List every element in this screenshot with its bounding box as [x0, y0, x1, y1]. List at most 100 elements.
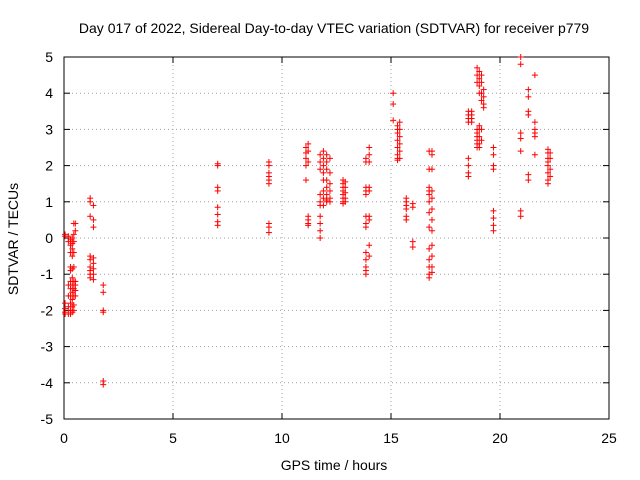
x-tick-label: 15 — [383, 430, 399, 446]
data-point — [544, 162, 551, 169]
data-point — [326, 155, 333, 162]
data-point — [476, 75, 483, 82]
data-point — [305, 140, 312, 147]
data-point — [100, 282, 107, 289]
data-point — [342, 178, 349, 185]
data-point — [517, 135, 524, 142]
data-point — [490, 151, 497, 158]
data-point — [362, 224, 369, 231]
data-point — [70, 238, 77, 245]
data-point — [323, 166, 330, 173]
data-point — [90, 224, 97, 231]
data-point — [428, 216, 435, 223]
data-point — [320, 169, 327, 176]
data-point — [544, 180, 551, 187]
data-point — [480, 104, 487, 111]
data-point — [317, 227, 324, 234]
data-point — [366, 187, 373, 194]
data-point — [490, 215, 497, 222]
data-point — [428, 253, 435, 260]
data-point — [394, 137, 401, 144]
data-point — [480, 93, 487, 100]
data-point — [517, 207, 524, 214]
data-point — [90, 260, 97, 267]
y-tick-label: -3 — [41, 339, 54, 355]
data-point — [323, 184, 330, 191]
data-point — [214, 162, 221, 169]
data-point — [320, 195, 327, 202]
data-point — [70, 249, 77, 256]
data-point — [426, 198, 433, 205]
data-point — [302, 144, 309, 151]
data-point — [468, 119, 475, 126]
gridlines — [64, 57, 609, 419]
data-point — [302, 177, 309, 184]
data-point — [394, 130, 401, 137]
data-point — [72, 220, 79, 227]
data-point — [214, 211, 221, 218]
y-tick-label: 1 — [45, 194, 53, 210]
data-point — [302, 155, 309, 162]
data-point — [265, 229, 272, 236]
data-point — [320, 148, 327, 155]
data-point — [320, 202, 327, 209]
data-point — [390, 101, 397, 108]
data-point — [87, 198, 94, 205]
data-point — [323, 177, 330, 184]
data-point — [525, 93, 532, 100]
data-point — [305, 148, 312, 155]
data-point — [366, 144, 373, 151]
x-tick-label: 0 — [60, 430, 68, 446]
data-point — [317, 158, 324, 165]
data-point — [320, 162, 327, 169]
data-point — [323, 151, 330, 158]
data-point — [490, 144, 497, 151]
x-tick-label: 5 — [169, 430, 177, 446]
data-point — [87, 213, 94, 220]
data-point — [465, 155, 472, 162]
data-point — [428, 166, 435, 173]
data-point — [426, 245, 433, 252]
data-point — [90, 276, 97, 283]
data-point — [547, 149, 554, 156]
data-point — [70, 301, 77, 308]
data-point — [478, 97, 485, 104]
y-tick-label: 3 — [45, 121, 53, 137]
data-point — [366, 216, 373, 223]
data-point — [214, 204, 221, 211]
data-point — [326, 187, 333, 194]
data-point — [396, 140, 403, 147]
data-point — [69, 289, 76, 296]
data-point — [100, 309, 107, 316]
data-point — [366, 253, 373, 260]
data-point — [426, 274, 433, 281]
data-point — [517, 213, 524, 220]
data-point — [465, 173, 472, 180]
data-point — [490, 227, 497, 234]
data-point — [390, 117, 397, 124]
data-point — [317, 220, 324, 227]
data-point — [517, 54, 524, 60]
data-point — [396, 133, 403, 140]
data-point — [90, 254, 97, 261]
data-point — [320, 187, 327, 194]
data-point — [517, 130, 524, 137]
data-point — [72, 287, 79, 294]
data-point — [396, 155, 403, 162]
data-point — [70, 263, 77, 270]
data-point — [517, 148, 524, 155]
data-point — [409, 204, 416, 211]
data-point — [409, 244, 416, 251]
data-point — [69, 245, 76, 252]
data-point — [396, 148, 403, 155]
data-point — [390, 90, 397, 97]
data-point — [69, 253, 76, 260]
data-point — [490, 166, 497, 173]
data-point — [366, 242, 373, 249]
data-point — [531, 151, 538, 158]
data-point — [531, 119, 538, 126]
data-points — [62, 54, 554, 388]
data-point — [305, 158, 312, 165]
data-point — [531, 133, 538, 140]
data-point — [323, 191, 330, 198]
